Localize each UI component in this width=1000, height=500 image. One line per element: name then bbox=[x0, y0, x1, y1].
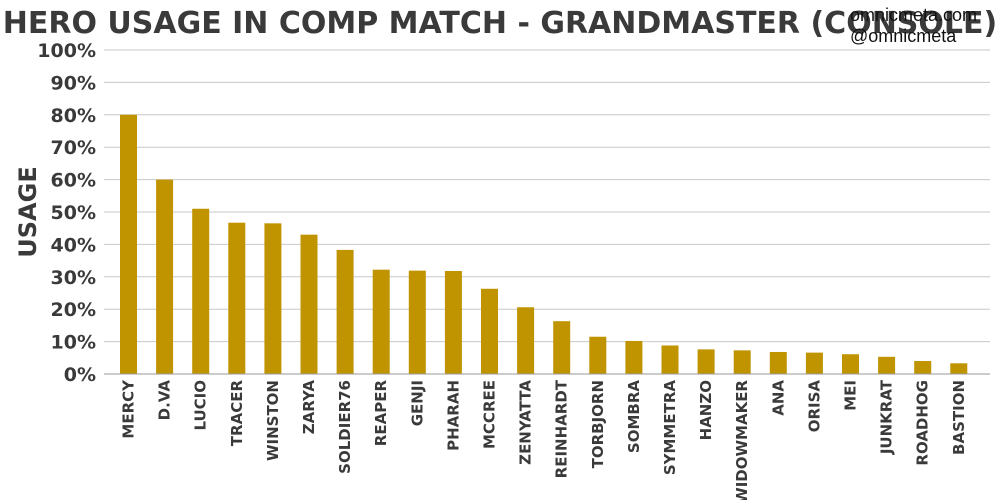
x-tick-label: REINHARDT bbox=[553, 379, 571, 478]
bar-reaper bbox=[372, 269, 390, 374]
bar-roadhog bbox=[914, 361, 932, 374]
y-tick-label: 30% bbox=[51, 267, 96, 289]
x-tick-label: MCCREE bbox=[481, 380, 499, 449]
y-tick-label: 40% bbox=[51, 234, 96, 256]
x-tick-label: SOMBRA bbox=[625, 380, 643, 453]
y-tick-label: 70% bbox=[51, 137, 96, 159]
x-tick-label: ZARYA bbox=[300, 380, 318, 435]
x-tick-label: HANZO bbox=[697, 380, 715, 440]
bar-lucio bbox=[192, 208, 210, 374]
bar-genji bbox=[408, 270, 426, 374]
bars bbox=[120, 114, 968, 375]
bar-symmetra bbox=[661, 345, 679, 374]
grid-lines bbox=[104, 49, 990, 375]
x-tick-label: BASTION bbox=[950, 380, 968, 455]
x-tick-label: MEI bbox=[842, 380, 860, 411]
bar-pharah bbox=[444, 270, 462, 374]
bar-widowmaker bbox=[733, 350, 751, 374]
bar-reinhardt bbox=[553, 321, 571, 374]
bar-mercy bbox=[120, 114, 137, 375]
y-tick-label: 20% bbox=[51, 299, 96, 321]
x-tick-label: D.VA bbox=[156, 380, 174, 421]
y-axis-label: USAGE bbox=[14, 166, 42, 257]
x-axis-ticks: MERCY D.VA LUCIO TRACER WINSTON ZARYA SOLDIER7… bbox=[120, 379, 968, 500]
y-tick-label: 0% bbox=[64, 364, 96, 386]
y-tick-label: 50% bbox=[51, 202, 96, 224]
bar-torbjorn bbox=[589, 336, 607, 374]
bar-zenyatta bbox=[517, 307, 535, 374]
x-tick-label: ROADHOG bbox=[914, 380, 932, 466]
watermark-handle: @omnicmeta bbox=[850, 26, 957, 46]
x-tick-label: TORBJORN bbox=[589, 380, 607, 468]
x-tick-label: TRACER bbox=[228, 380, 246, 447]
x-tick-label: WINSTON bbox=[264, 380, 282, 461]
x-tick-label: REAPER bbox=[372, 380, 390, 447]
x-tick-label: JUNKRAT bbox=[878, 379, 896, 455]
x-tick-label: SYMMETRA bbox=[661, 380, 679, 476]
x-tick-label: SOLDIER76 bbox=[336, 380, 354, 474]
chart-title: HERO USAGE IN COMP MATCH - GRANDMASTER (… bbox=[3, 6, 997, 41]
y-tick-label: 100% bbox=[37, 40, 96, 62]
x-tick-label: ZENYATTA bbox=[517, 380, 535, 465]
x-tick-label: PHARAH bbox=[444, 380, 462, 451]
bar-d-va bbox=[156, 179, 174, 374]
x-tick-label: ANA bbox=[769, 380, 787, 416]
x-tick-label: ORISA bbox=[805, 380, 823, 433]
y-tick-label: 80% bbox=[51, 105, 96, 127]
bar-hanzo bbox=[697, 349, 715, 374]
bar-mccree bbox=[481, 288, 498, 374]
bar-sombra bbox=[625, 340, 643, 374]
bar-zarya bbox=[300, 234, 318, 374]
y-tick-label: 90% bbox=[51, 72, 96, 94]
bar-mei bbox=[842, 354, 859, 374]
bar-ana bbox=[769, 351, 787, 374]
x-tick-label: LUCIO bbox=[192, 380, 210, 431]
bar-orisa bbox=[805, 352, 823, 374]
bar-winston bbox=[264, 223, 282, 374]
bar-junkrat bbox=[878, 356, 896, 374]
x-tick-label: MERCY bbox=[120, 379, 138, 439]
x-tick-label: WIDOWMAKER bbox=[733, 380, 751, 500]
x-tick-label: GENJI bbox=[408, 380, 426, 426]
watermark-site: omnicmeta.com bbox=[850, 5, 977, 25]
bar-tracer bbox=[228, 222, 246, 374]
y-tick-label: 60% bbox=[51, 170, 96, 192]
bar-soldier76 bbox=[336, 249, 354, 374]
bar-bastion bbox=[950, 363, 968, 374]
y-tick-label: 10% bbox=[51, 332, 96, 354]
y-axis-ticks: 0% 10% 20% 30% 40% 50% 60% 70% 80% 90% 100% bbox=[37, 40, 96, 386]
